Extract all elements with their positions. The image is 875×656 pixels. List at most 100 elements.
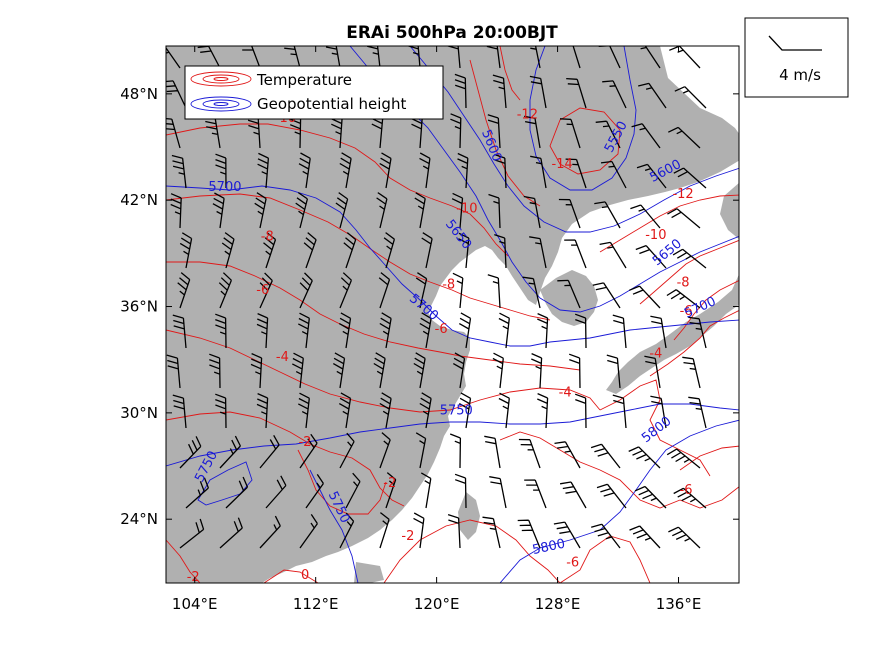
wind-barb — [666, 448, 701, 469]
wind-barb — [559, 481, 587, 509]
wind-barb — [650, 315, 667, 349]
wind-barb — [419, 312, 432, 349]
wind-barb — [553, 521, 581, 549]
wind-barb — [166, 46, 181, 69]
x-tick-label: 112°E — [293, 595, 339, 613]
wind-barb — [166, 354, 181, 389]
wind-barb — [256, 313, 269, 349]
wind-barb — [688, 316, 707, 349]
wind-barb — [367, 46, 381, 69]
wind-barb — [171, 154, 187, 189]
wind-barb — [492, 74, 507, 109]
reference-vector: 4 m/s — [744, 17, 849, 98]
temperature-contour — [599, 469, 681, 509]
temperature-label: -14 — [551, 157, 572, 172]
legend: Temperature Geopotential height — [184, 65, 444, 120]
wind-barb — [179, 232, 193, 269]
temperature-contour — [166, 261, 581, 371]
wind-barb — [256, 393, 269, 429]
wind-barb — [379, 512, 390, 549]
land-korea — [540, 270, 598, 326]
wind-barb — [413, 512, 425, 549]
wind-barb — [636, 163, 667, 189]
temperature-label: -2 — [299, 435, 312, 450]
wind-barb — [179, 518, 205, 549]
wind-barb — [494, 233, 507, 269]
wind-barbs — [166, 46, 707, 549]
wind-barb — [522, 276, 541, 309]
temperature-label: -4 — [276, 350, 289, 365]
temperature-label: -10 — [456, 201, 477, 216]
height-contours — [166, 46, 739, 583]
wind-barb — [292, 352, 304, 389]
temperature-label: -8 — [677, 276, 690, 291]
height-contour — [309, 469, 359, 583]
height-contour — [409, 46, 739, 233]
wind-barb — [379, 152, 392, 189]
height-contour — [197, 461, 253, 506]
wind-barb — [631, 123, 661, 149]
wind-barb — [209, 353, 221, 389]
temperature-label: -2 — [383, 476, 396, 491]
wind-barb — [197, 46, 221, 69]
wind-barb — [488, 193, 501, 229]
temperature-label: 0 — [301, 568, 309, 583]
reference-box — [744, 17, 849, 98]
svg-text:-12: -12 — [517, 107, 538, 122]
wind-barb — [458, 312, 472, 349]
svg-text:-2: -2 — [401, 529, 414, 544]
wind-barb — [529, 75, 547, 109]
wind-barb — [635, 244, 667, 269]
temperature-contour — [599, 194, 739, 253]
temperature-labels: -10-8-6-4-2-2-2-20-12-14-10-8-6-4-12-10-… — [187, 107, 694, 583]
svg-text:-4: -4 — [276, 350, 289, 365]
wind-barb — [177, 272, 191, 309]
wind-barb — [494, 153, 507, 189]
wind-barb — [559, 118, 581, 149]
wind-barb — [591, 523, 621, 549]
wind-barb — [242, 46, 261, 69]
svg-text:-8: -8 — [261, 230, 274, 245]
svg-text:5800: 5800 — [531, 536, 566, 558]
wind-barb — [554, 441, 581, 469]
temperature-contour — [679, 445, 739, 471]
temperature-label: -6 — [680, 304, 693, 319]
wind-barb — [185, 477, 210, 509]
wind-barb — [376, 192, 388, 229]
wind-barb — [650, 395, 667, 429]
wind-barb — [373, 352, 386, 389]
svg-text:-10: -10 — [456, 201, 477, 216]
wind-barb — [564, 239, 587, 269]
wind-barb — [221, 232, 235, 269]
wind-barb — [179, 436, 202, 469]
wind-barb — [517, 519, 541, 549]
wind-barb — [263, 232, 277, 269]
wind-barb — [299, 514, 318, 549]
wind-barb — [596, 483, 627, 509]
wind-barb — [668, 526, 701, 549]
y-tick-label: 24°N — [120, 510, 158, 528]
temperature-label: -10 — [645, 228, 666, 243]
wind-barb — [449, 433, 462, 469]
wind-barb — [537, 393, 549, 429]
wind-barb — [335, 192, 349, 229]
wind-barb — [172, 314, 187, 349]
wind-barb — [378, 272, 391, 309]
temperature-label: -8 — [442, 277, 455, 292]
svg-text:-6: -6 — [680, 304, 693, 319]
wind-barb — [530, 46, 541, 69]
wind-barb — [339, 152, 352, 189]
wind-barb — [599, 241, 627, 269]
plot-frame — [165, 45, 740, 584]
y-axis: 48°N 42°N 36°N 30°N 24°N — [120, 85, 739, 528]
wind-barb — [299, 433, 318, 469]
legend-label-height: Geopotential height — [257, 95, 406, 113]
wind-barb — [530, 155, 547, 189]
wind-barb — [414, 192, 426, 229]
wind-barb — [338, 392, 352, 429]
wind-barb — [634, 485, 667, 509]
wind-barb — [602, 80, 627, 109]
wind-barb — [215, 313, 227, 349]
wind-barb — [574, 313, 587, 349]
